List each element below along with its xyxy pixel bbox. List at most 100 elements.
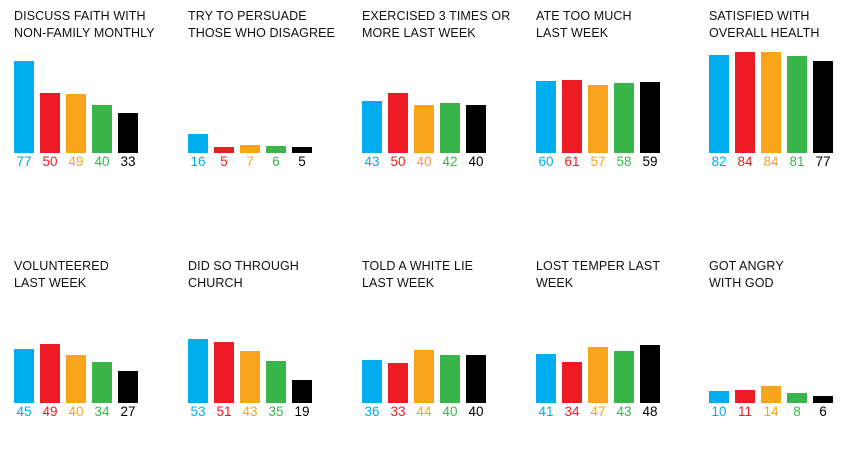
data-label: 5 <box>298 154 306 169</box>
bar <box>709 391 729 403</box>
data-label: 48 <box>642 404 658 419</box>
data-label: 40 <box>442 404 458 419</box>
bar <box>66 94 86 153</box>
bar <box>214 147 234 153</box>
bar <box>118 370 138 403</box>
data-label: 33 <box>120 154 136 169</box>
chart-title: DISCUSS FAITH WITH NON-FAMILY MONTHLY <box>14 8 182 42</box>
bar <box>787 55 807 153</box>
chart-title-line: NON-FAMILY MONTHLY <box>14 26 155 40</box>
chart-title-line: THOSE WHO DISAGREE <box>188 26 335 40</box>
data-label: 5 <box>220 154 228 169</box>
data-label: 77 <box>815 154 831 169</box>
data-label: 6 <box>272 154 280 169</box>
bar <box>614 83 634 153</box>
data-label: 40 <box>94 154 110 169</box>
bar <box>440 355 460 403</box>
chart-title-line: LAST WEEK <box>14 276 87 290</box>
bar <box>536 353 556 403</box>
data-label: 6 <box>819 404 827 419</box>
small-multiples-grid: DISCUSS FAITH WITH NON-FAMILY MONTHLY 77 50… <box>14 8 850 419</box>
data-label: 40 <box>468 154 484 169</box>
bar <box>292 380 312 403</box>
bar <box>761 52 781 153</box>
chart-title-line: GOT ANGRY <box>709 259 784 273</box>
chart-title-line: SATISFIED WITH <box>709 9 810 23</box>
bar <box>188 133 208 153</box>
data-label: 59 <box>642 154 658 169</box>
data-label: 10 <box>711 404 727 419</box>
bar <box>735 52 755 153</box>
chart-panel: ATE TOO MUCH LAST WEEK 60 61 57 58 59 <box>536 8 706 218</box>
data-label: 40 <box>468 404 484 419</box>
bar <box>362 359 382 403</box>
bar <box>292 147 312 153</box>
chart-title-line: WEEK <box>536 276 574 290</box>
data-label: 40 <box>68 404 84 419</box>
bar <box>709 54 729 153</box>
bar <box>813 60 833 153</box>
chart-title-line: WITH GOD <box>709 276 774 290</box>
data-label: 57 <box>590 154 606 169</box>
chart-panel: TOLD A WHITE LIE LAST WEEK 36 33 44 40 40 <box>362 258 532 468</box>
chart-title-line: LAST WEEK <box>362 276 435 290</box>
bar <box>240 144 260 153</box>
bar <box>66 355 86 403</box>
data-label: 11 <box>737 404 752 419</box>
data-label: 82 <box>711 154 727 169</box>
data-label: 34 <box>564 404 580 419</box>
data-label: 60 <box>538 154 554 169</box>
chart-panel: DISCUSS FAITH WITH NON-FAMILY MONTHLY 77 50… <box>14 8 184 218</box>
bar <box>640 82 660 153</box>
chart-panel: EXERCISED 3 TIMES OR MORE LAST WEEK 43 50 40… <box>362 8 532 218</box>
chart-panel: SATISFIED WITH OVERALL HEALTH 82 84 84 81 77 <box>709 8 850 218</box>
bar <box>640 345 660 403</box>
chart-title: VOLUNTEERED LAST WEEK <box>14 258 182 292</box>
bar <box>588 346 608 403</box>
bar <box>414 350 434 403</box>
bar <box>240 351 260 403</box>
data-label: 50 <box>390 154 406 169</box>
chart-title-line: CHURCH <box>188 276 243 290</box>
data-label: 61 <box>564 154 580 169</box>
bar <box>466 355 486 403</box>
data-label: 43 <box>242 404 258 419</box>
data-label: 77 <box>16 154 32 169</box>
bar <box>536 81 556 153</box>
bar <box>388 363 408 403</box>
chart-title: TRY TO PERSUADE THOSE WHO DISAGREE <box>188 8 356 42</box>
bar <box>14 60 34 153</box>
chart-title-line: MORE LAST WEEK <box>362 26 476 40</box>
bar <box>266 361 286 403</box>
data-label: 8 <box>793 404 801 419</box>
chart-title: GOT ANGRY WITH GOD <box>709 258 850 292</box>
data-label: 42 <box>442 154 458 169</box>
chart-title-line: DID SO THROUGH <box>188 259 299 273</box>
bar <box>40 93 60 153</box>
data-label: 7 <box>246 154 254 169</box>
bar <box>761 386 781 403</box>
chart-title: LOST TEMPER LAST WEEK <box>536 258 704 292</box>
bar <box>562 79 582 153</box>
data-label: 40 <box>416 154 432 169</box>
bar <box>14 349 34 403</box>
bar <box>813 395 833 403</box>
bar <box>188 339 208 403</box>
chart-title-line: OVERALL HEALTH <box>709 26 820 40</box>
chart-title-line: DISCUSS FAITH WITH <box>14 9 146 23</box>
chart-title-line: TRY TO PERSUADE <box>188 9 307 23</box>
chart-title-line: EXERCISED 3 TIMES OR <box>362 9 511 23</box>
data-label: 49 <box>68 154 84 169</box>
bar <box>562 362 582 403</box>
chart-title: ATE TOO MUCH LAST WEEK <box>536 8 704 42</box>
bar <box>388 93 408 153</box>
data-label: 35 <box>268 404 284 419</box>
bar <box>440 102 460 153</box>
chart-title: SATISFIED WITH OVERALL HEALTH <box>709 8 850 42</box>
bar <box>266 145 286 153</box>
bar <box>466 105 486 153</box>
data-label: 49 <box>42 404 58 419</box>
data-label: 33 <box>390 404 406 419</box>
data-label: 44 <box>416 404 432 419</box>
data-label: 81 <box>789 154 805 169</box>
